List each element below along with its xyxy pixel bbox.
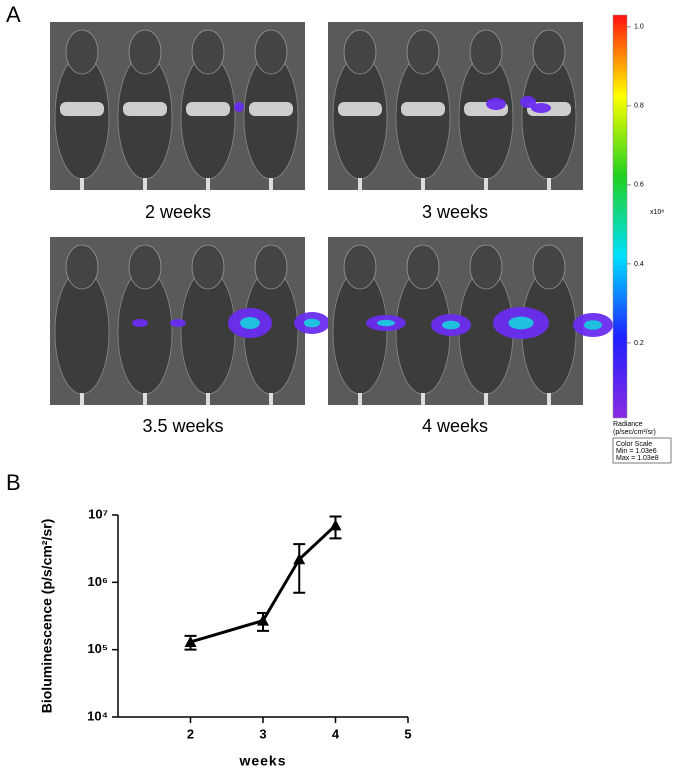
tape — [338, 102, 382, 116]
mouse-head — [191, 29, 225, 75]
image-caption: 2 weeks — [145, 202, 211, 222]
scale-box-text: Max = 1.03e8 — [616, 455, 659, 462]
mouse-head — [65, 29, 99, 75]
mouse-head — [128, 244, 162, 290]
colorbar — [612, 14, 628, 419]
signal — [520, 96, 536, 108]
marker — [184, 635, 197, 647]
colorbar-tick-label: 0.4 — [634, 261, 644, 268]
x-tick-label: 5 — [404, 726, 411, 741]
colorbar-title: (p/sec/cm²/sr) — [613, 429, 656, 436]
image-caption: 3.5 weeks — [142, 416, 223, 436]
colorbar-multiplier: x10⁸ — [650, 209, 664, 216]
mouse-head — [254, 244, 288, 290]
x-tick-label: 3 — [259, 726, 266, 741]
signal-core — [584, 320, 602, 330]
signal — [132, 319, 148, 327]
tape — [186, 102, 230, 116]
tape — [249, 102, 293, 116]
signal — [170, 319, 186, 327]
y-tick-label: 10⁷ — [88, 506, 108, 521]
colorbar-tick-label: 0.2 — [634, 340, 644, 347]
mouse-head — [469, 244, 503, 290]
marker — [293, 553, 306, 565]
y-tick-label: 10⁵ — [87, 641, 108, 656]
signal-core — [442, 320, 460, 330]
x-tick-label: 2 — [187, 726, 194, 741]
mouse-head — [532, 244, 566, 290]
colorbar-tick-label: 0.6 — [634, 182, 644, 189]
tape — [123, 102, 167, 116]
x-axis-label: weeks — [238, 753, 286, 769]
mouse-head — [532, 29, 566, 75]
signal — [486, 98, 506, 110]
marker — [329, 519, 342, 531]
mouse-head — [128, 29, 162, 75]
signal-core — [303, 318, 321, 328]
mouse-head — [469, 29, 503, 75]
colorbar-title: Radiance — [613, 421, 643, 428]
panel-label: A — [6, 2, 21, 27]
signal-core — [240, 317, 260, 329]
x-tick-label: 4 — [332, 726, 340, 741]
mouse-head — [254, 29, 288, 75]
signal — [531, 103, 551, 113]
mouse-head — [65, 244, 99, 290]
scale-box-text: Min = 1.03e6 — [616, 448, 657, 455]
colorbar-tick-label: 1.0 — [634, 24, 644, 31]
scale-box-text: Color Scale — [616, 441, 652, 448]
line-chart: 10⁴ 10⁵ 10⁶ 10⁷ 2 3 4 5 weeks Bioluminescence (p/… — [39, 506, 412, 768]
signal-core — [508, 316, 534, 330]
y-tick-label: 10⁶ — [88, 574, 108, 589]
mouse-head — [406, 29, 440, 75]
scale-box — [612, 437, 672, 464]
image-grid — [50, 22, 613, 405]
marker — [257, 614, 269, 626]
error-bar — [293, 543, 306, 594]
mouse-head — [191, 244, 225, 290]
y-tick-label: 10⁴ — [87, 708, 108, 723]
image-caption: 3 weeks — [422, 202, 488, 222]
y-axis-label: Bioluminescence (p/s/cm²/sr) — [39, 519, 55, 714]
image-caption: 4 weeks — [422, 416, 488, 436]
mouse-head — [343, 244, 377, 290]
tape — [401, 102, 445, 116]
data-line — [190, 524, 337, 644]
signal — [234, 102, 244, 112]
tape — [60, 102, 104, 116]
mouse-head — [343, 29, 377, 75]
colorbar-tick-label: 0.8 — [634, 103, 644, 110]
mouse-head — [406, 244, 440, 290]
panel-label: B — [6, 470, 21, 495]
signal-core — [377, 319, 395, 327]
